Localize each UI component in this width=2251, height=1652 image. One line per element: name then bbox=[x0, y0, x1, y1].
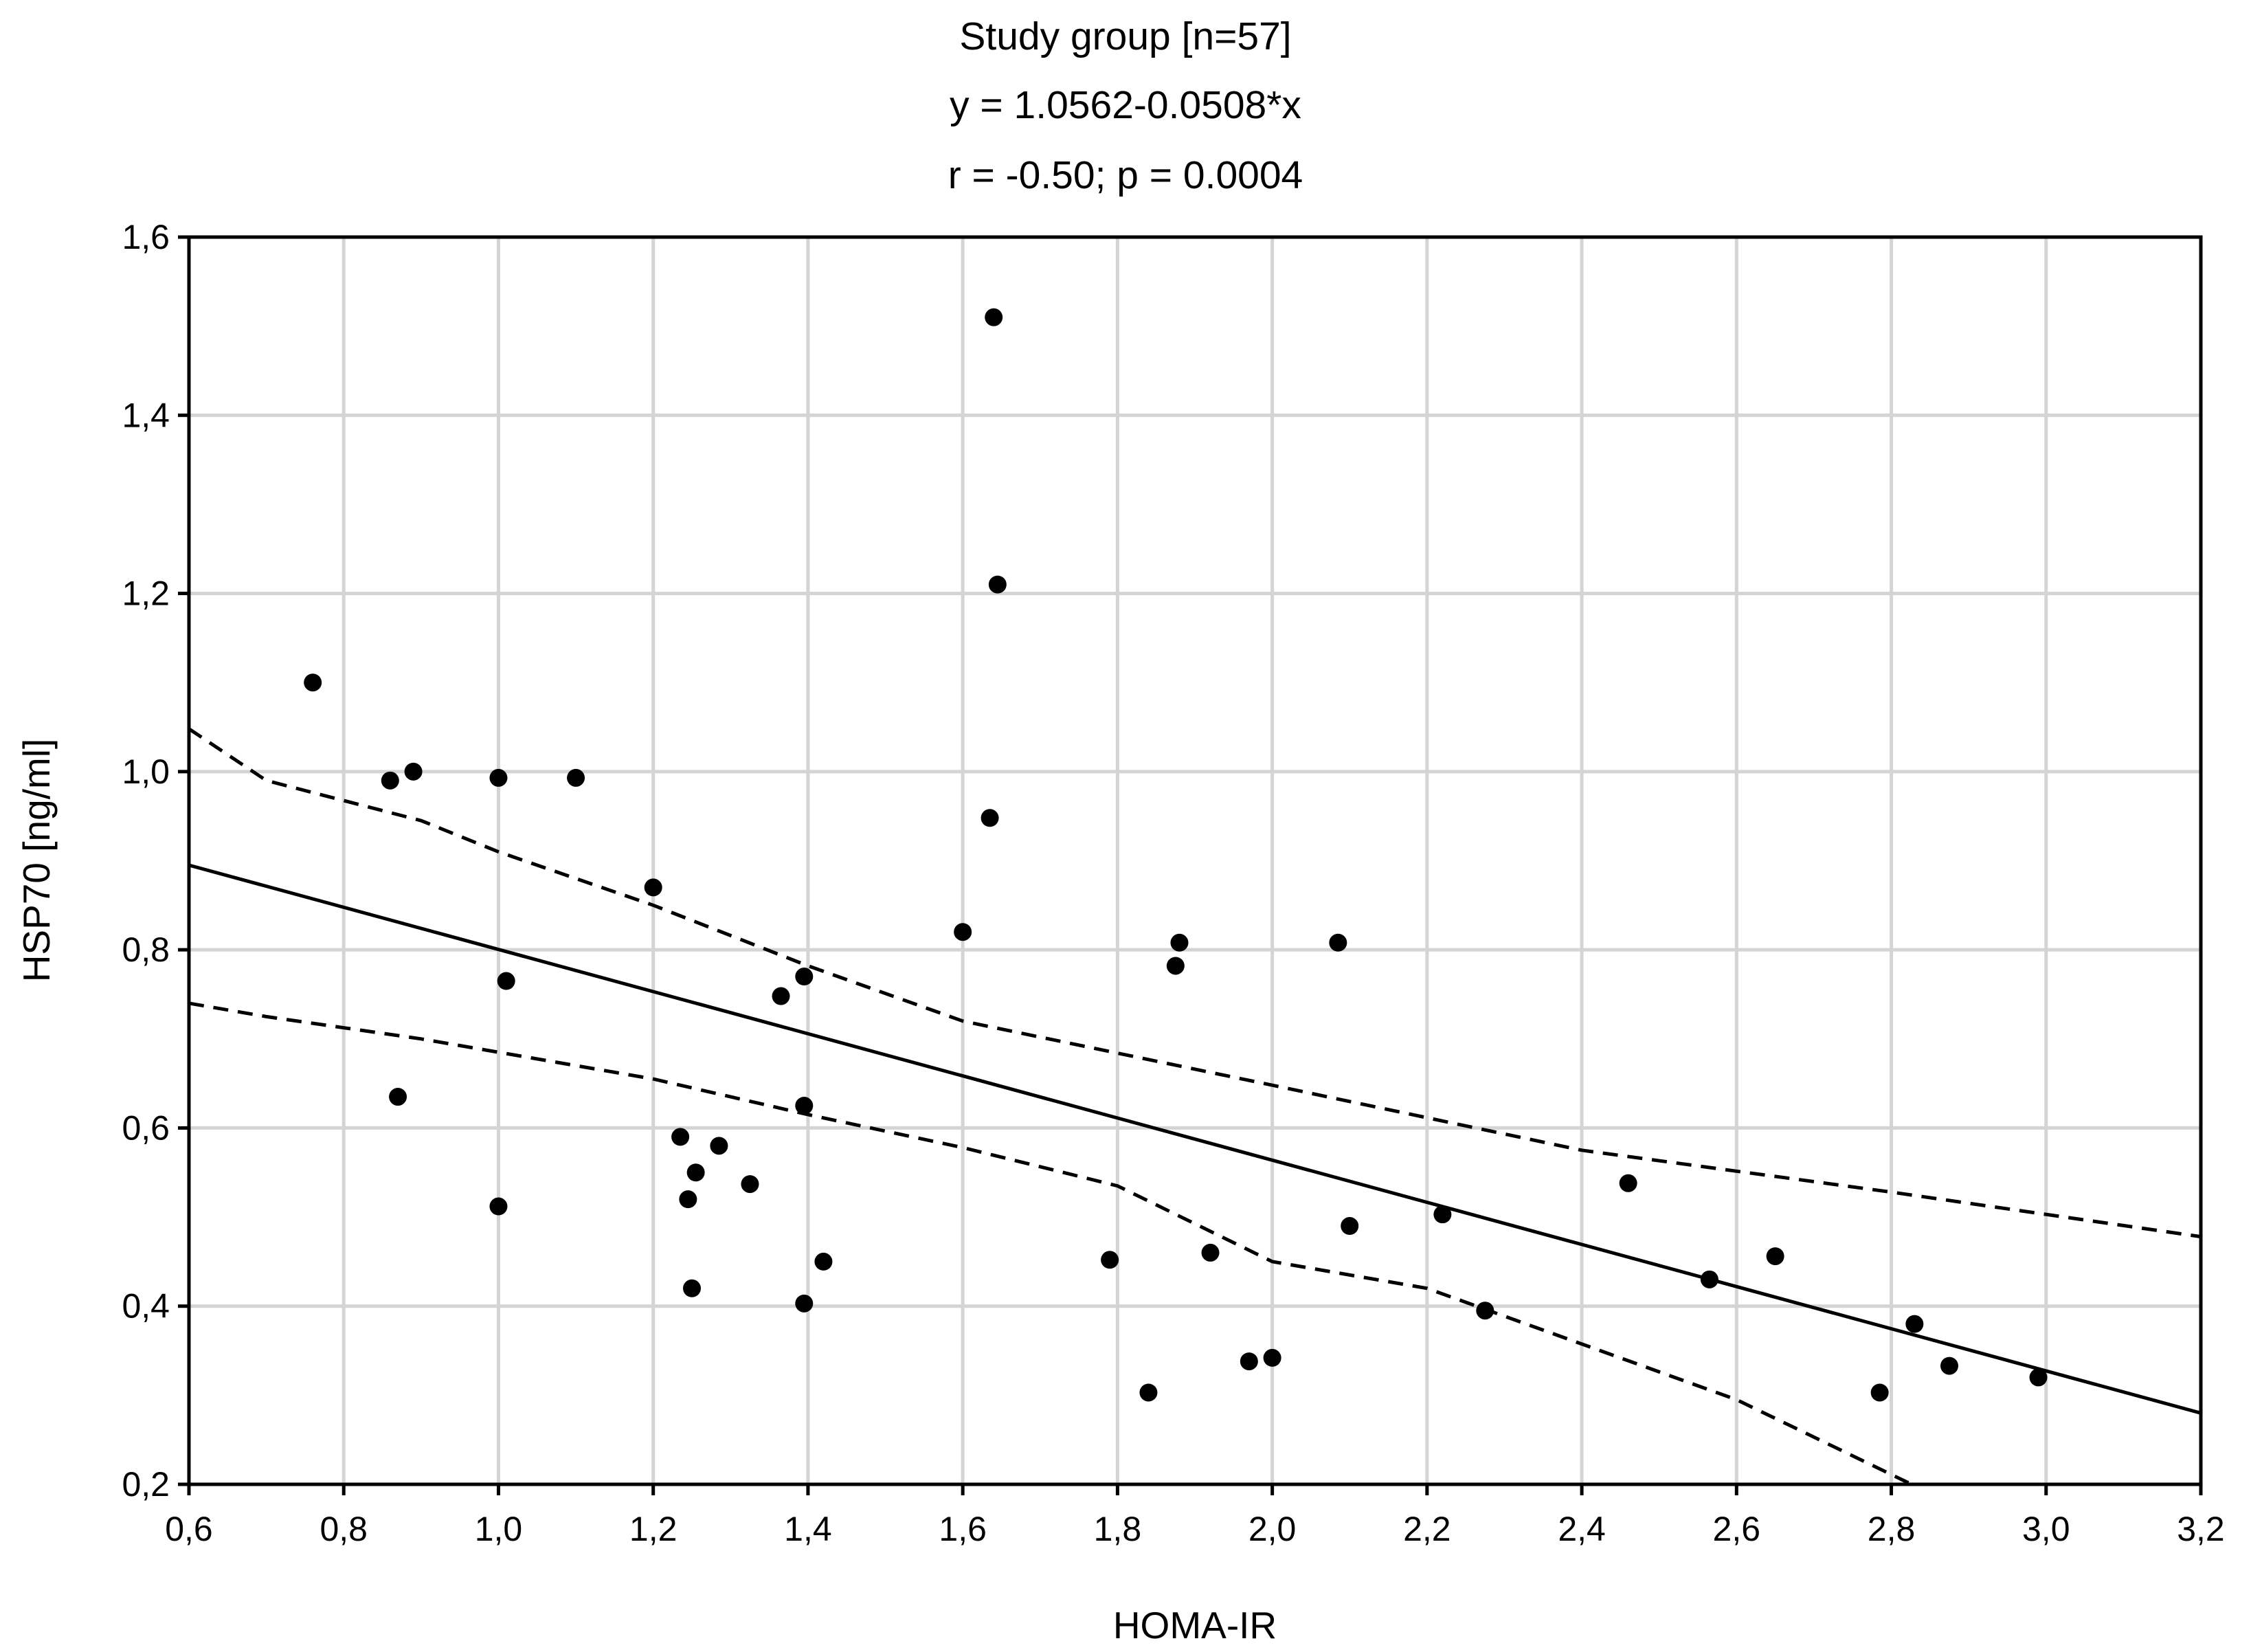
confidence-upper-line bbox=[188, 727, 2202, 1239]
x-tick-label: 2,8 bbox=[1868, 1510, 1916, 1548]
x-tick-label: 0,8 bbox=[320, 1510, 368, 1548]
x-tick-label: 2,0 bbox=[1248, 1510, 1297, 1548]
data-point bbox=[981, 809, 999, 827]
regression-line-group bbox=[188, 863, 2202, 1415]
y-axis-label: HSP70 [ng/ml] bbox=[15, 739, 58, 983]
data-point bbox=[772, 987, 790, 1005]
data-point bbox=[389, 1088, 407, 1106]
y-tick-label: 0,2 bbox=[122, 1465, 170, 1504]
y-tick-label: 1,4 bbox=[122, 396, 170, 434]
y-axis-tick-labels: 0,2 0,4 0,6 0,8 1,0 1,2 1,4 1,6 bbox=[122, 218, 170, 1504]
data-point bbox=[644, 878, 662, 897]
regression-equation: y = 1.0562-0.0508*x bbox=[950, 83, 1301, 127]
data-point bbox=[1870, 1383, 1889, 1402]
y-tick-label: 0,8 bbox=[122, 930, 170, 969]
data-point bbox=[1240, 1352, 1258, 1371]
correlation-stats: r = -0.50; p = 0.0004 bbox=[948, 153, 1303, 197]
data-point bbox=[1940, 1357, 1958, 1375]
data-point bbox=[795, 968, 814, 986]
data-points bbox=[304, 308, 2048, 1402]
data-point bbox=[795, 1294, 814, 1313]
x-tick-label: 2,4 bbox=[1558, 1510, 1606, 1548]
data-point bbox=[304, 673, 322, 692]
y-tick-label: 1,6 bbox=[122, 218, 170, 256]
data-point bbox=[1329, 933, 1347, 952]
data-point bbox=[1139, 1383, 1158, 1402]
data-point bbox=[489, 768, 508, 787]
y-tick-label: 1,0 bbox=[122, 752, 170, 791]
data-point bbox=[497, 972, 515, 990]
x-tick-label: 1,8 bbox=[1094, 1510, 1142, 1548]
x-tick-label: 0,6 bbox=[165, 1510, 213, 1548]
data-point bbox=[1263, 1348, 1281, 1367]
data-point bbox=[686, 1163, 705, 1182]
confidence-bands bbox=[188, 727, 2202, 1486]
data-point bbox=[795, 1097, 814, 1115]
data-point bbox=[1170, 933, 1189, 952]
data-point bbox=[1476, 1302, 1494, 1320]
axis-ticks bbox=[178, 235, 2203, 1495]
x-axis-tick-labels: 0,6 0,8 1,0 1,2 1,4 1,6 1,8 2,0 2,2 2,4 2,6 2,8 3,0 3… bbox=[165, 1510, 2225, 1548]
data-point bbox=[1341, 1217, 1359, 1236]
x-tick-label: 1,6 bbox=[939, 1510, 987, 1548]
data-point bbox=[1700, 1270, 1718, 1288]
x-tick-label: 3,2 bbox=[2177, 1510, 2225, 1548]
chart-title: Study group [n=57] bbox=[959, 14, 1291, 58]
data-point bbox=[2029, 1368, 2048, 1387]
data-point bbox=[954, 923, 972, 941]
data-point bbox=[1166, 957, 1185, 975]
data-point bbox=[1766, 1247, 1784, 1266]
data-point bbox=[1101, 1251, 1119, 1269]
x-tick-label: 1,0 bbox=[475, 1510, 523, 1548]
x-tick-label: 1,2 bbox=[629, 1510, 677, 1548]
x-axis-label: HOMA-IR bbox=[1113, 1604, 1277, 1647]
regression-line bbox=[188, 863, 2202, 1415]
grid-lines bbox=[189, 237, 2201, 1484]
data-point bbox=[988, 575, 1007, 594]
data-point bbox=[1433, 1205, 1452, 1224]
x-tick-label: 3,0 bbox=[2022, 1510, 2070, 1548]
x-tick-label: 2,6 bbox=[1713, 1510, 1761, 1548]
data-point bbox=[671, 1128, 690, 1146]
data-point bbox=[1201, 1243, 1220, 1262]
x-tick-label: 1,4 bbox=[784, 1510, 832, 1548]
x-tick-label: 2,2 bbox=[1403, 1510, 1451, 1548]
data-point bbox=[710, 1137, 728, 1155]
plot-frame bbox=[187, 235, 2203, 1486]
y-tick-label: 1,2 bbox=[122, 574, 170, 613]
data-point bbox=[567, 768, 585, 787]
data-point bbox=[489, 1197, 508, 1216]
y-tick-label: 0,4 bbox=[122, 1287, 170, 1326]
data-point bbox=[1619, 1174, 1637, 1192]
data-point bbox=[814, 1252, 833, 1271]
confidence-lower-line bbox=[188, 1001, 1913, 1486]
data-point bbox=[741, 1175, 759, 1194]
data-point bbox=[1905, 1315, 1924, 1333]
data-point bbox=[679, 1190, 697, 1209]
data-point bbox=[404, 762, 423, 781]
data-point bbox=[381, 771, 399, 790]
data-point bbox=[683, 1279, 701, 1297]
y-tick-label: 0,6 bbox=[122, 1108, 170, 1147]
data-point bbox=[985, 308, 1003, 326]
